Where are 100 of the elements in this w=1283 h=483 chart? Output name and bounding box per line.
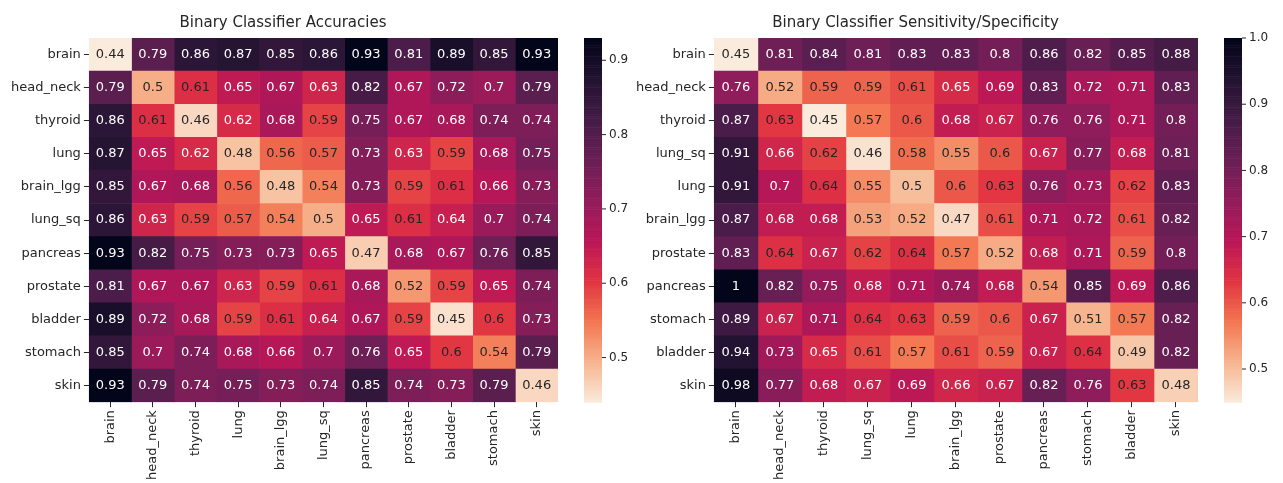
data-label: 0.67	[1029, 343, 1059, 359]
data-label: 0.6	[945, 178, 967, 194]
y-tick-label: brain_lgg	[20, 178, 81, 194]
data-label: 0.61	[436, 178, 466, 194]
data-label: 0.6	[989, 310, 1011, 326]
color-bar-label: 1.0	[1249, 30, 1269, 45]
data-label: 0.54	[308, 178, 338, 194]
data-label: 0.65	[351, 211, 381, 227]
data-label: 0.46	[522, 376, 552, 392]
y-tick-label: brain_lgg	[645, 211, 706, 227]
x-tick-label: lung_sq	[859, 410, 875, 461]
x-tick-label: head_neck	[144, 409, 160, 481]
data-label: 0.75	[809, 277, 839, 293]
data-label: 0.67	[394, 79, 424, 95]
data-label: 0.86	[1029, 45, 1059, 61]
data-label: 0.62	[181, 145, 210, 161]
data-label: 0.89	[436, 45, 466, 61]
data-label: 0.64	[436, 211, 466, 227]
data-label: 0.68	[479, 145, 509, 161]
x-tick-label: brain	[101, 410, 117, 444]
data-label: 0.81	[1161, 145, 1191, 161]
data-label: 0.61	[853, 343, 883, 359]
data-label: 0.87	[721, 112, 751, 128]
data-label: 0.67	[436, 244, 466, 260]
y-tick-label: lung	[677, 178, 706, 194]
color-bar-label: 0.6	[1249, 294, 1269, 309]
data-label: 0.54	[266, 211, 296, 227]
data-label: 0.57	[223, 211, 253, 227]
data-label: 0.83	[1161, 79, 1191, 95]
data-label: 0.73	[223, 244, 253, 260]
data-label: 0.86	[1161, 277, 1191, 293]
data-label: 0.65	[941, 79, 971, 95]
data-label: 0.84	[809, 45, 839, 61]
data-label: 0.71	[1029, 211, 1059, 227]
data-label: 0.73	[351, 145, 381, 161]
data-label: 0.82	[1029, 376, 1059, 392]
data-label: 0.75	[351, 112, 381, 128]
y-tick-label: lung_sq	[655, 145, 706, 161]
data-label: 0.68	[985, 277, 1015, 293]
data-label: 0.89	[95, 310, 125, 326]
x-tick-label: prostate	[991, 410, 1007, 465]
data-label: 0.46	[853, 145, 883, 161]
data-label: 0.59	[223, 310, 253, 326]
data-label: 0.68	[809, 376, 839, 392]
data-label: 0.73	[266, 376, 296, 392]
x-tick-label: stomach	[485, 410, 501, 466]
data-label: 0.72	[138, 310, 168, 326]
data-label: 0.65	[138, 145, 168, 161]
data-label: 0.63	[308, 79, 338, 95]
data-label: 0.74	[308, 376, 338, 392]
data-label: 0.82	[351, 79, 381, 95]
data-label: 0.48	[266, 178, 296, 194]
data-label: 0.67	[1029, 310, 1059, 326]
data-label: 0.67	[181, 277, 210, 293]
data-label: 0.6	[901, 112, 923, 128]
data-label: 0.72	[1073, 79, 1103, 95]
data-label: 0.82	[765, 277, 795, 293]
data-label: 0.59	[436, 145, 466, 161]
data-label: 0.82	[1161, 211, 1191, 227]
data-label: 0.68	[394, 244, 424, 260]
data-label: 0.66	[479, 178, 509, 194]
data-label: 0.72	[1073, 211, 1103, 227]
data-label: 0.61	[394, 211, 424, 227]
data-label: 0.61	[1117, 211, 1147, 227]
data-label: 0.61	[897, 79, 927, 95]
data-label: 0.69	[985, 79, 1015, 95]
x-tick-label: brain	[727, 410, 743, 444]
data-label: 0.67	[765, 310, 795, 326]
data-label: 0.61	[181, 79, 210, 95]
data-label: 0.91	[721, 145, 751, 161]
data-label: 0.76	[721, 79, 751, 95]
data-label: 0.74	[941, 277, 971, 293]
data-label: 0.91	[721, 178, 751, 194]
data-label: 0.68	[223, 343, 253, 359]
data-label: 0.62	[1117, 178, 1147, 194]
y-tick-label: lung_sq	[30, 211, 81, 227]
data-label: 0.87	[95, 145, 125, 161]
y-tick-label: stomach	[25, 343, 81, 359]
data-label: 0.5	[142, 79, 164, 95]
data-label: 0.48	[1161, 376, 1191, 392]
data-label: 0.73	[266, 244, 296, 260]
data-label: 0.83	[941, 45, 971, 61]
data-label: 0.82	[1073, 45, 1103, 61]
data-label: 0.68	[765, 211, 795, 227]
data-label: 0.75	[181, 244, 210, 260]
data-label: 0.59	[853, 79, 883, 95]
data-label: 0.71	[897, 277, 927, 293]
data-label: 0.83	[1029, 79, 1059, 95]
y-tick-label: prostate	[651, 244, 706, 260]
data-label: 0.63	[765, 112, 795, 128]
data-label: 0.64	[853, 310, 883, 326]
data-label: 0.81	[394, 45, 424, 61]
data-label: 0.61	[941, 343, 971, 359]
data-label: 0.71	[809, 310, 839, 326]
data-label: 0.67	[394, 112, 424, 128]
data-label: 0.68	[853, 277, 883, 293]
data-label: 0.81	[95, 277, 125, 293]
data-label: 0.68	[1117, 145, 1147, 161]
data-label: 0.59	[985, 343, 1015, 359]
data-label: 0.67	[853, 376, 883, 392]
